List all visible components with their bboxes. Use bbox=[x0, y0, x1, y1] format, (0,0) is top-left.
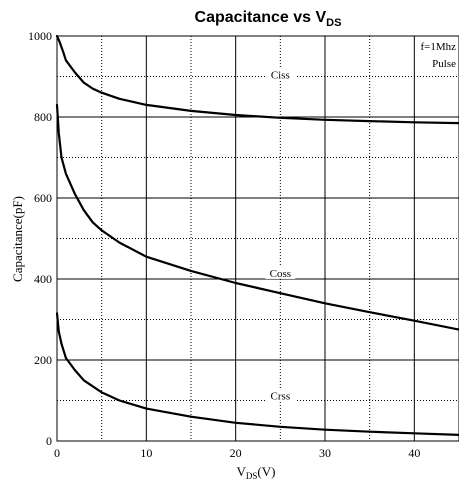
series-label-bg bbox=[265, 68, 296, 81]
note-pulse: Pulse bbox=[432, 58, 456, 70]
y-axis-label: Capacitance(pF) bbox=[10, 196, 25, 282]
y-tick-label: 200 bbox=[34, 353, 52, 367]
y-tick-label: 600 bbox=[34, 191, 52, 205]
y-tick-label: 400 bbox=[34, 272, 52, 286]
x-tick-label: 30 bbox=[319, 446, 331, 460]
x-axis-label: VDS(V) bbox=[237, 464, 276, 481]
note-frequency: f=1Mhz bbox=[420, 41, 456, 53]
series-label-coss: Coss bbox=[270, 268, 291, 280]
y-tick-label: 1000 bbox=[28, 29, 52, 43]
chart-title: Capacitance vs VDS bbox=[195, 9, 342, 29]
series-label-bg bbox=[265, 389, 296, 402]
series-label-bg bbox=[265, 266, 296, 279]
series-curves bbox=[55, 34, 459, 436]
series-label-crss: Crss bbox=[271, 390, 291, 402]
series-line-coss bbox=[55, 103, 459, 331]
x-tick-label: 20 bbox=[230, 446, 242, 460]
plot-frame bbox=[56, 35, 459, 442]
x-tick-label: 0 bbox=[54, 446, 60, 460]
series-labels: Ciss Coss Crss bbox=[265, 68, 296, 402]
y-tick-label: 0 bbox=[46, 434, 52, 448]
x-tick-label: 10 bbox=[140, 446, 152, 460]
series-line-crss bbox=[55, 312, 459, 436]
series-line-ciss bbox=[55, 34, 459, 125]
x-tick-label: 40 bbox=[408, 446, 420, 460]
series-label-ciss: Ciss bbox=[271, 70, 290, 82]
grid bbox=[56, 35, 459, 442]
y-tick-label: 800 bbox=[34, 110, 52, 124]
